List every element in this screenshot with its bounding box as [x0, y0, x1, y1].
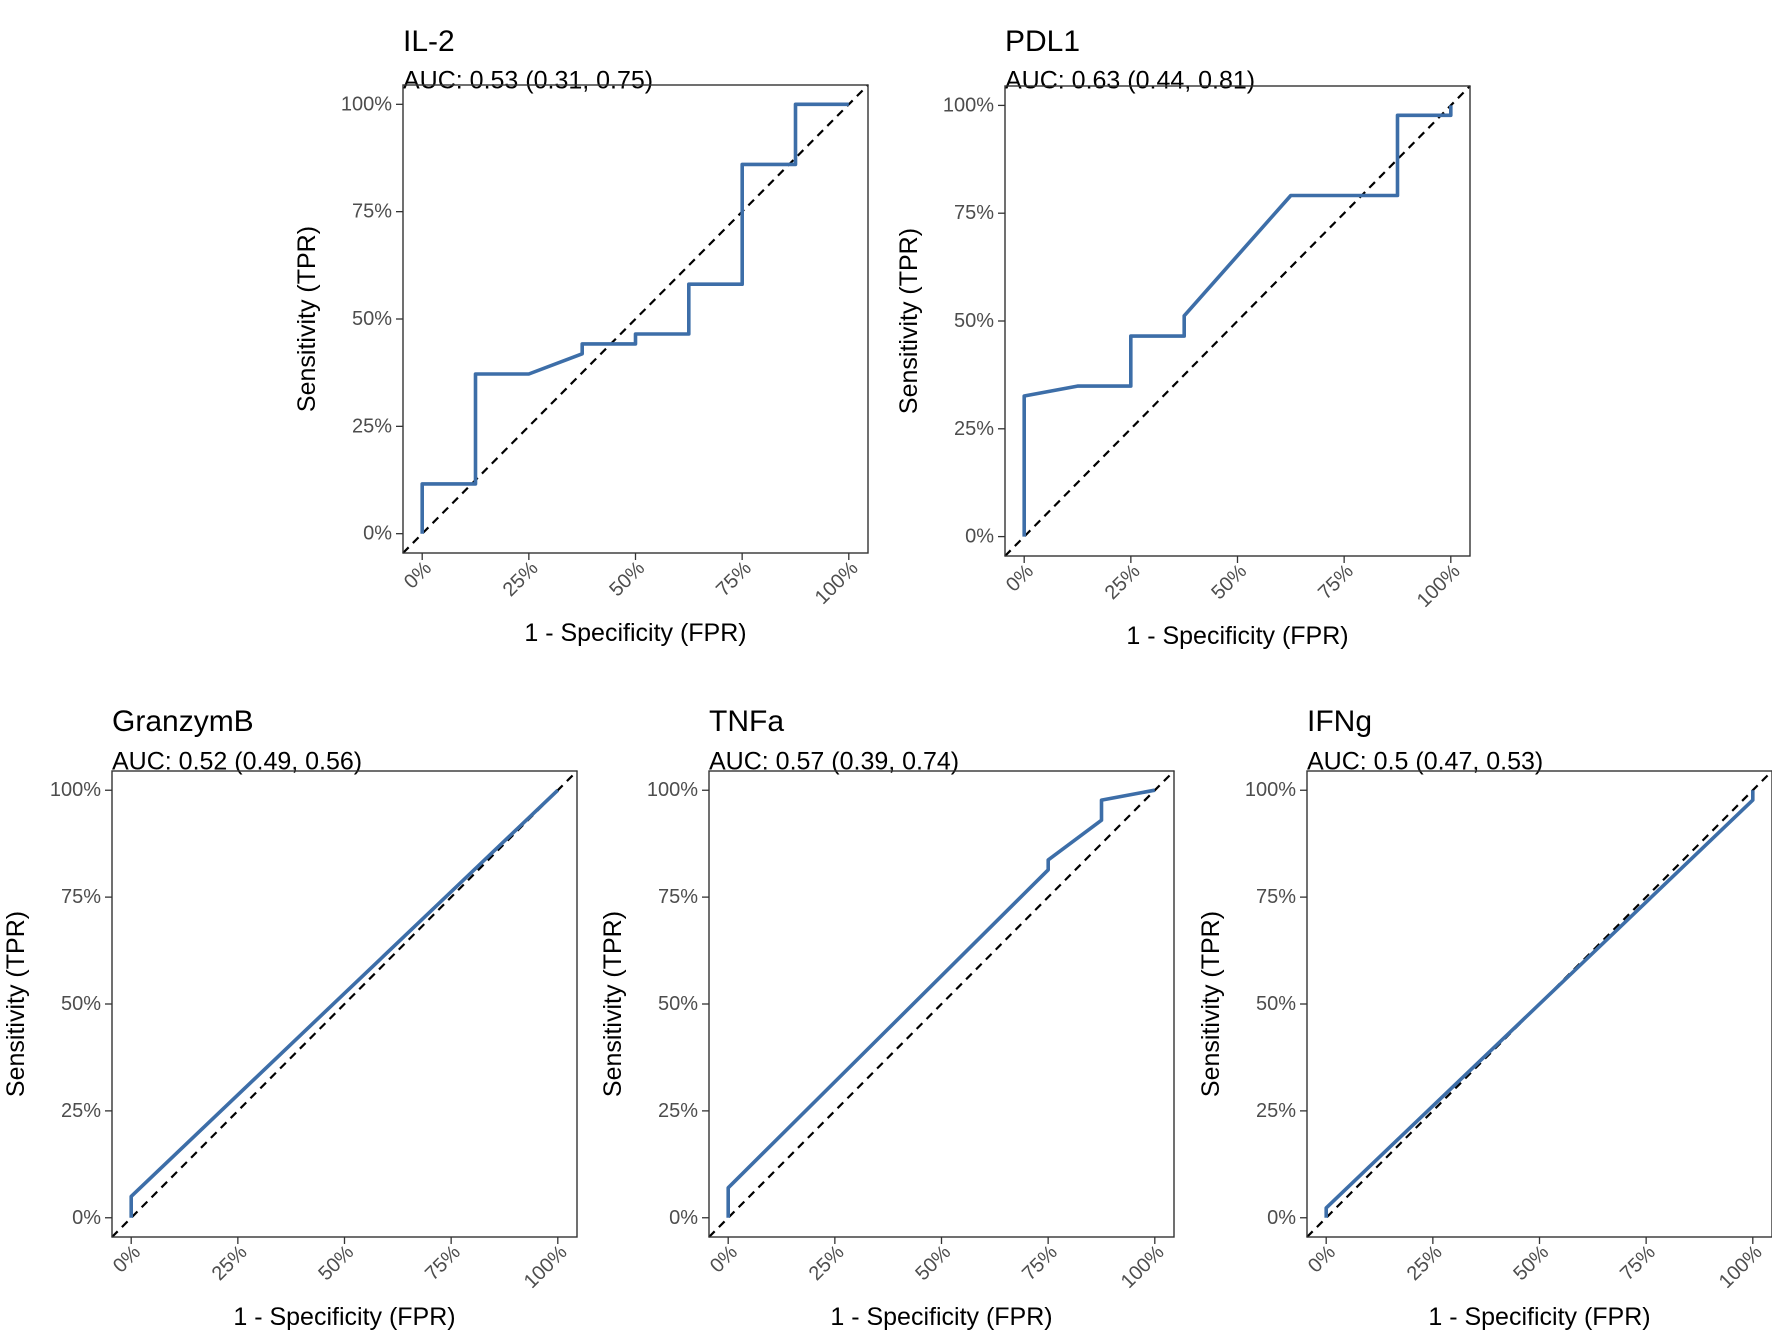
y-tick-label: 75%	[352, 201, 392, 223]
y-tick-label: 100%	[943, 94, 994, 116]
panel-title: GranzymB	[112, 705, 254, 738]
x-tick-label: 0%	[1002, 560, 1038, 596]
y-tick-label: 50%	[658, 993, 698, 1015]
y-tick-label: 0%	[669, 1207, 698, 1229]
y-tick-label: 75%	[658, 886, 698, 908]
roc-panel-il-2: IL-2 AUC: 0.53 (0.31, 0.75) 0% 25% 50% 75% 100…	[293, 25, 869, 647]
y-tick-label: 25%	[61, 1100, 101, 1122]
x-axis-title: 1 - Specificity (FPR)	[830, 1303, 1052, 1331]
y-axis-title: Sensitivity (TPR)	[2, 911, 30, 1097]
y-tick-label: 0%	[965, 526, 994, 548]
y-tick-label: 25%	[352, 415, 392, 437]
y-axis-title: Sensitivity (TPR)	[599, 911, 627, 1097]
x-tick-label: 0%	[400, 557, 436, 593]
y-tick-label: 75%	[1256, 886, 1296, 908]
y-tick-label: 100%	[1245, 779, 1296, 801]
roc-curve	[1022, 105, 1453, 537]
x-tick-label: 0%	[109, 1241, 145, 1277]
panel-title: TNFa	[709, 705, 784, 738]
x-tick-label: 50%	[911, 1241, 955, 1285]
y-tick-label: 100%	[50, 779, 101, 801]
x-tick-label: 75%	[712, 557, 756, 601]
y-tick-label: 75%	[61, 886, 101, 908]
x-tick-label: 75%	[1616, 1241, 1660, 1285]
reference-diagonal	[1004, 85, 1471, 557]
y-tick-label: 50%	[954, 310, 994, 332]
y-tick-label: 0%	[363, 523, 392, 545]
x-axis-title: 1 - Specificity (FPR)	[1428, 1303, 1650, 1331]
y-axis-title: Sensitivity (TPR)	[895, 228, 923, 414]
x-tick-label: 50%	[605, 557, 649, 601]
y-tick-label: 50%	[1256, 993, 1296, 1015]
x-tick-label: 50%	[1509, 1241, 1553, 1285]
y-tick-label: 25%	[954, 418, 994, 440]
roc-curve	[726, 788, 1156, 1218]
roc-curve	[420, 102, 849, 534]
y-tick-label: 50%	[352, 308, 392, 330]
auc-subtitle: AUC: 0.63 (0.44, 0.81)	[1005, 67, 1255, 95]
x-tick-label: 25%	[499, 557, 543, 601]
x-axis-title: 1 - Specificity (FPR)	[524, 619, 746, 647]
y-tick-label: 25%	[1256, 1100, 1296, 1122]
x-tick-label: 100%	[811, 557, 863, 609]
x-tick-label: 100%	[520, 1241, 572, 1293]
y-axis-title: Sensitivity (TPR)	[293, 226, 321, 412]
x-tick-label: 75%	[1314, 560, 1358, 604]
x-tick-label: 25%	[208, 1241, 252, 1285]
roc-panel-pdl1: PDL1 AUC: 0.63 (0.44, 0.81) 0% 25% 50% 75% 100…	[895, 25, 1471, 650]
panel-title: PDL1	[1005, 25, 1080, 58]
x-tick-label: 75%	[421, 1241, 465, 1285]
x-tick-label: 75%	[1018, 1241, 1062, 1285]
roc-curve	[129, 788, 560, 1218]
panel-title: IL-2	[403, 25, 455, 58]
x-tick-label: 25%	[805, 1241, 849, 1285]
x-tick-label: 25%	[1403, 1241, 1447, 1285]
y-tick-label: 0%	[1267, 1207, 1296, 1229]
reference-diagonal	[111, 770, 578, 1238]
y-tick-label: 100%	[647, 779, 698, 801]
y-axis-title: Sensitivity (TPR)	[1197, 911, 1225, 1097]
x-tick-label: 0%	[706, 1241, 742, 1277]
x-tick-label: 100%	[1117, 1241, 1169, 1293]
y-tick-label: 50%	[61, 993, 101, 1015]
y-tick-label: 75%	[954, 202, 994, 224]
x-tick-label: 25%	[1101, 560, 1145, 604]
reference-diagonal	[708, 770, 1175, 1238]
x-tick-label: 50%	[314, 1241, 358, 1285]
x-axis-title: 1 - Specificity (FPR)	[1126, 622, 1348, 650]
panel-title: IFNg	[1307, 705, 1372, 738]
x-tick-label: 100%	[1413, 560, 1465, 612]
x-tick-label: 100%	[1715, 1241, 1767, 1293]
x-tick-label: 50%	[1207, 560, 1251, 604]
x-axis-title: 1 - Specificity (FPR)	[233, 1303, 455, 1331]
roc-curve	[1324, 790, 1755, 1218]
y-tick-label: 25%	[658, 1100, 698, 1122]
auc-subtitle: AUC: 0.53 (0.31, 0.75)	[403, 67, 653, 95]
y-tick-label: 0%	[72, 1207, 101, 1229]
y-tick-label: 100%	[341, 93, 392, 115]
x-tick-label: 0%	[1304, 1241, 1340, 1277]
